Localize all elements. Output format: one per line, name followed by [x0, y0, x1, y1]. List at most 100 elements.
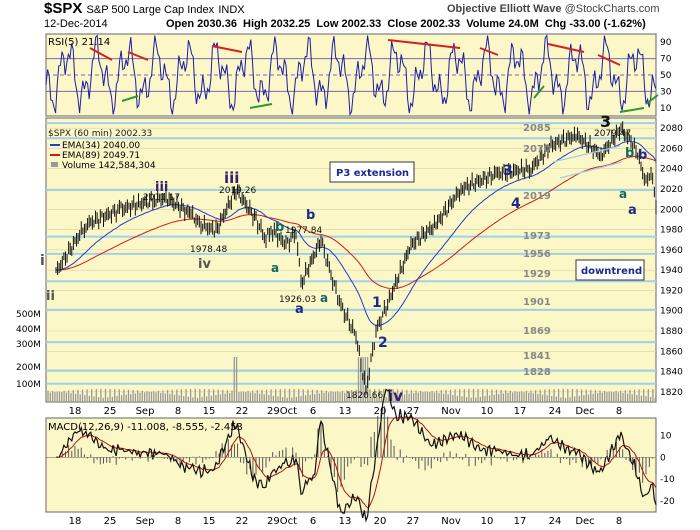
p3-extension-box: P3 extension [329, 161, 415, 183]
wave-label: a [295, 302, 304, 317]
price-label: 1977.84 [285, 226, 322, 236]
wave-label: a [619, 187, 627, 201]
x-tick: 15 [203, 516, 216, 527]
x-tick: 17 [514, 516, 527, 527]
x-tick: 8 [616, 516, 622, 527]
x-tick: 18 [69, 516, 82, 527]
volume-tick: 500M [16, 310, 41, 320]
wave-label: 3 [503, 163, 513, 179]
price-tick: 1940 [660, 266, 683, 276]
x-tick: 10 [481, 406, 494, 417]
x-tick: 25 [104, 406, 117, 417]
price-tick: 1820 [660, 388, 683, 398]
level-label: 2019 [523, 191, 551, 202]
price-tick: 2060 [660, 144, 683, 154]
level-label: 1929 [523, 269, 551, 280]
x-tick: Sep [136, 516, 155, 527]
level-label: 1973 [523, 231, 551, 242]
x-tick: 8 [175, 406, 181, 417]
legend-volume: Volume 142,584,304 [62, 161, 156, 171]
price-tick: 1900 [660, 307, 683, 317]
level-labels: 2085 2070 2019 1973 1956 1929 1901 1869 … [523, 123, 551, 378]
x-tick: 13 [339, 406, 352, 417]
price-panel: 2080 2060 2040 2020 2000 1980 1960 1940 1920 1900… [16, 112, 683, 405]
channel-lines [552, 145, 623, 179]
price-label: 2011.17 [143, 193, 180, 203]
wave-label: a [271, 261, 279, 275]
x-tick: 25 [104, 516, 117, 527]
macd-title: MACD(12,26,9) -11.008, -8.555, -2.453 [48, 422, 243, 433]
wave-label: a [320, 291, 328, 305]
copyright: @StockCharts.com [564, 3, 660, 15]
x-axis-bottom: 18 25 Sep 8 15 22 29Oct 6 13 20 27 Nov 10 17 24 Dec 8 [69, 516, 623, 527]
price-legend: $SPX (60 min) 2002.33 EMA(34) 2040.00 EM… [48, 129, 156, 171]
x-tick: 6 [310, 516, 316, 527]
level-label: 1841 [523, 351, 551, 362]
macd-histogram [61, 406, 657, 493]
ema89-line [56, 155, 657, 289]
x-axis-top: 18 25 Sep 8 15 22 29Oct 6 13 20 27 Nov 10 17 24 Dec 8 [69, 406, 623, 417]
x-tick: 29Oct [267, 406, 297, 417]
chart-date: 12-Dec-2014 [44, 18, 108, 30]
volume-tick: 400M [16, 325, 41, 335]
price-label: 2079.47 [594, 129, 631, 139]
price-title: $SPX (60 min) 2002.33 [48, 129, 152, 139]
ohlc-readout: Open 2030.36 High 2032.25 Low 2002.33 Cl… [166, 18, 646, 30]
macd-axis: 10 0 -10 -20 [46, 431, 675, 507]
wave-label: b [275, 220, 284, 235]
macd-tick: -20 [660, 497, 675, 507]
wave-label: ii [46, 289, 55, 304]
legend-ema34: EMA(34) 2040.00 [62, 141, 140, 151]
x-tick: 8 [175, 516, 181, 527]
price-bars [55, 121, 657, 395]
legend-ema89: EMA(89) 2049.71 [62, 151, 140, 161]
price-tick: 1880 [660, 327, 683, 337]
level-label: 1956 [523, 249, 551, 260]
x-tick: 24 [549, 516, 562, 527]
volume-tick: 100M [16, 380, 41, 390]
wave-label: b [638, 148, 647, 163]
price-label: 1978.48 [190, 245, 227, 255]
exchange: INDX [218, 4, 245, 16]
x-tick: 15 [203, 406, 216, 417]
rsi-tick: 50 [660, 71, 672, 81]
wave-label: 3 [600, 112, 611, 131]
wave-label: 1 [372, 295, 382, 311]
brand-name: Objective Elliott Wave [447, 3, 562, 15]
x-tick: 20 [374, 516, 387, 527]
volume-tick: 200M [16, 363, 41, 373]
symbol-title: $SPX S&P 500 Large Cap Index INDX [44, 0, 245, 17]
rsi-axis: 90 70 50 30 10 [660, 38, 672, 114]
price-tick: 2020 [660, 185, 683, 195]
wave-label: iv [198, 257, 211, 272]
x-tick: 6 [310, 406, 316, 417]
macd-tick: 10 [660, 431, 672, 441]
level-label: 1869 [523, 326, 551, 337]
x-tick: 10 [481, 516, 494, 527]
macd-line [56, 388, 657, 523]
volume-bars [47, 357, 656, 402]
rsi-divergence-lines [89, 39, 659, 113]
x-tick: Dec [575, 406, 594, 417]
level-label: 1828 [523, 367, 551, 378]
price-tick: 2000 [660, 205, 683, 215]
p3-extension-label: P3 extension [336, 168, 409, 179]
price-tick: 2040 [660, 165, 683, 175]
volume-tick: 300M [16, 340, 41, 350]
x-tick: 22 [236, 406, 249, 417]
x-tick: 22 [236, 516, 249, 527]
x-tick: Nov [441, 406, 461, 417]
rsi-title: RSI(5) 21.14 [48, 37, 110, 48]
x-tick: Dec [575, 516, 594, 527]
price-annotations: 2011.17 2019.26 1978.48 1977.84 1926.03 … [143, 129, 631, 401]
rsi-tick: 70 [660, 55, 672, 65]
rsi-tick: 10 [660, 104, 672, 114]
volume-axis: 500M 400M 300M 200M 100M [16, 310, 41, 390]
x-tick: Nov [441, 516, 461, 527]
wave-label: 4 [511, 196, 521, 212]
rsi-tick: 30 [660, 87, 672, 97]
price-label: 1820.66 [346, 391, 383, 401]
brand: Objective Elliott Wave @StockCharts.com [447, 3, 660, 15]
level-label: 2070 [523, 144, 551, 155]
